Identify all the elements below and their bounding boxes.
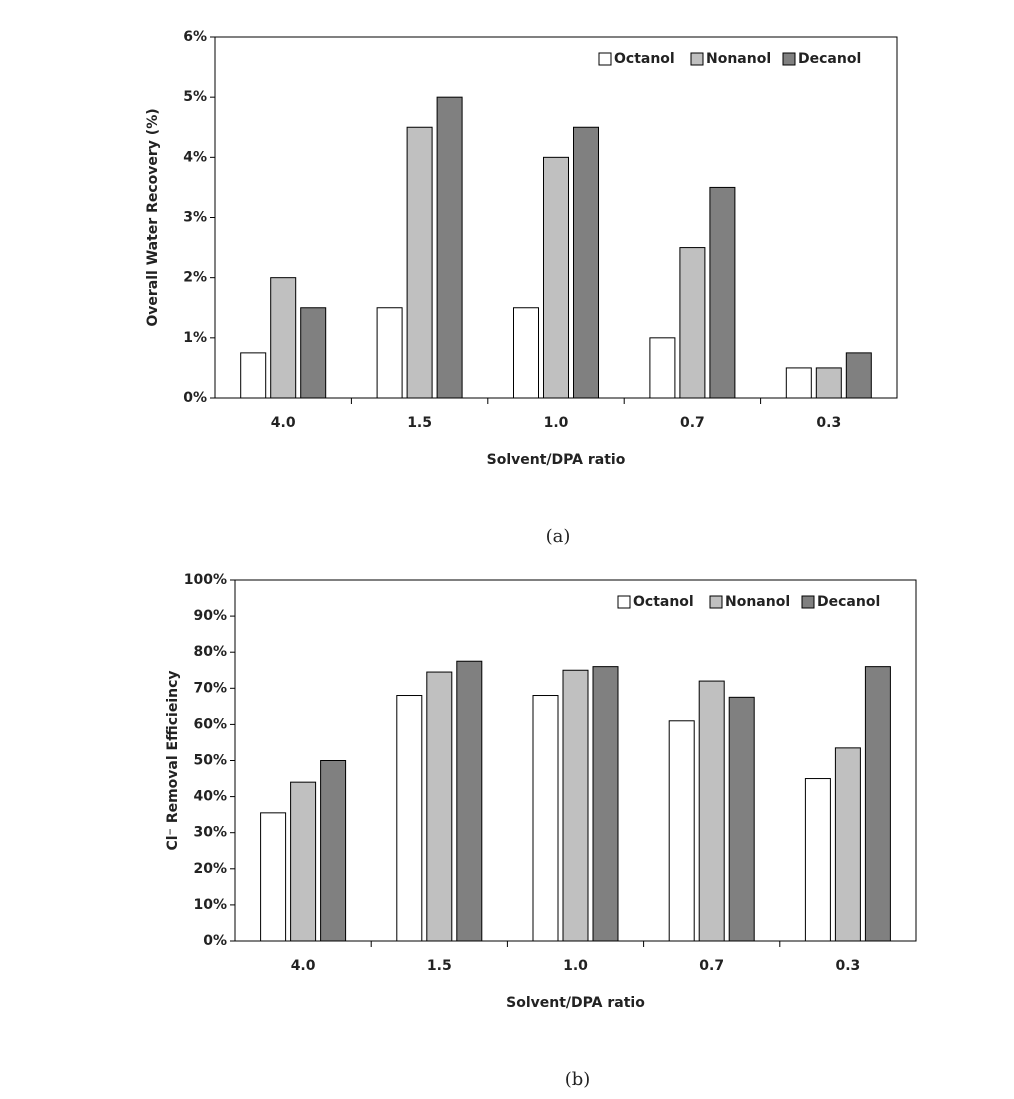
- legend-label: Decanol: [817, 594, 880, 610]
- bar: [562, 669, 589, 942]
- bar: [573, 126, 599, 399]
- x-axis-label: Solvent/DPA ratio: [506, 995, 645, 1011]
- y-tick-label: 5%: [183, 89, 207, 105]
- legend-label: Octanol: [633, 594, 694, 610]
- y-tick-label: 40%: [193, 789, 227, 805]
- x-tick-label: 4.0: [271, 415, 296, 431]
- y-tick-label: 30%: [193, 825, 227, 841]
- bar: [290, 781, 317, 942]
- y-tick-label: 100%: [184, 572, 227, 588]
- y-tick-label: 3%: [183, 210, 207, 226]
- bar: [300, 307, 327, 399]
- y-tick-label: 50%: [193, 753, 227, 769]
- bar: [376, 307, 403, 399]
- bar: [864, 666, 891, 942]
- bar: [270, 277, 297, 399]
- bar: [728, 696, 755, 942]
- bar: [679, 247, 706, 399]
- x-tick-label: 4.0: [291, 958, 316, 974]
- bar: [785, 367, 812, 399]
- bar: [592, 666, 619, 942]
- bar: [709, 186, 736, 399]
- x-tick-label: 1.0: [544, 415, 569, 431]
- bar: [845, 352, 872, 399]
- x-axis-label: Solvent/DPA ratio: [487, 452, 626, 468]
- y-tick-label: 90%: [193, 608, 227, 624]
- bar: [436, 96, 463, 399]
- x-tick-label: 1.0: [563, 958, 588, 974]
- legend-swatch: [709, 595, 723, 609]
- x-tick-label: 0.3: [835, 958, 860, 974]
- y-tick-label: 10%: [193, 897, 227, 913]
- x-tick-label: 0.7: [680, 415, 705, 431]
- bar: [532, 695, 559, 942]
- x-tick-label: 1.5: [407, 415, 432, 431]
- bar: [260, 812, 287, 942]
- y-tick-label: 4%: [183, 149, 207, 165]
- bar: [513, 307, 539, 399]
- y-tick-label: 20%: [193, 861, 227, 877]
- bar: [240, 352, 267, 399]
- bar: [320, 760, 347, 942]
- caption: (a): [546, 526, 571, 547]
- legend-label: Nonanol: [706, 51, 771, 67]
- x-tick-label: 1.5: [427, 958, 452, 974]
- bar: [406, 126, 433, 399]
- bar: [804, 778, 831, 942]
- y-axis-label: Overall Water Recovery (%): [145, 108, 161, 326]
- legend-swatch: [598, 52, 612, 66]
- y-tick-label: 1%: [183, 330, 207, 346]
- bar: [649, 337, 676, 399]
- legend-label: Octanol: [614, 51, 675, 67]
- legend-swatch: [782, 52, 796, 66]
- bar: [426, 671, 453, 942]
- y-tick-label: 0%: [203, 933, 227, 949]
- caption: (b): [565, 1069, 591, 1090]
- y-tick-label: 2%: [183, 270, 207, 286]
- legend-label: Decanol: [798, 51, 861, 67]
- bar: [815, 367, 842, 399]
- y-tick-label: 0%: [183, 390, 207, 406]
- legend-label: Nonanol: [725, 594, 790, 610]
- legend-swatch: [690, 52, 704, 66]
- bar: [396, 695, 423, 942]
- bar: [543, 156, 569, 399]
- x-tick-label: 0.7: [699, 958, 724, 974]
- legend-swatch: [801, 595, 815, 609]
- bar: [834, 747, 861, 942]
- legend-swatch: [617, 595, 631, 609]
- y-tick-label: 60%: [193, 716, 227, 732]
- y-tick-label: 6%: [183, 29, 207, 45]
- x-tick-label: 0.3: [816, 415, 841, 431]
- bar: [668, 720, 695, 942]
- y-tick-label: 70%: [193, 680, 227, 696]
- bar: [698, 680, 725, 942]
- y-axis-label: Cl⁻ Removal Efficieincy: [165, 670, 181, 850]
- bar: [456, 660, 483, 942]
- y-tick-label: 80%: [193, 644, 227, 660]
